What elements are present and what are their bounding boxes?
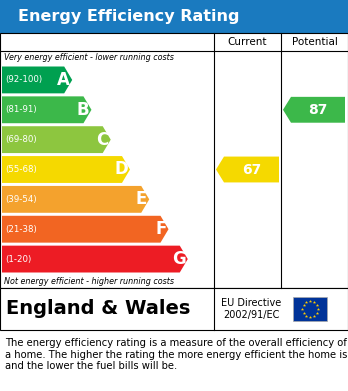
- Polygon shape: [2, 96, 92, 123]
- Bar: [0, 33, 348, 288]
- Text: C: C: [96, 131, 109, 149]
- Text: 67: 67: [242, 163, 261, 176]
- Polygon shape: [2, 156, 130, 183]
- Text: E: E: [136, 190, 147, 208]
- Text: The energy efficiency rating is a measure of the overall efficiency of a home. T: The energy efficiency rating is a measur…: [5, 338, 347, 371]
- Text: Very energy efficient - lower running costs: Very energy efficient - lower running co…: [4, 54, 174, 63]
- Text: Not energy efficient - higher running costs: Not energy efficient - higher running co…: [4, 276, 174, 285]
- Polygon shape: [2, 186, 149, 213]
- Polygon shape: [2, 216, 168, 243]
- Polygon shape: [283, 97, 345, 123]
- Text: B: B: [77, 101, 89, 119]
- Bar: [0, 288, 348, 330]
- Bar: [293, 297, 327, 321]
- Text: (1-20): (1-20): [5, 255, 31, 264]
- Polygon shape: [2, 246, 188, 273]
- Text: EU Directive
2002/91/EC: EU Directive 2002/91/EC: [221, 298, 282, 320]
- Text: Energy Efficiency Rating: Energy Efficiency Rating: [18, 9, 239, 24]
- Text: D: D: [114, 160, 128, 179]
- Text: A: A: [57, 71, 70, 89]
- Polygon shape: [2, 126, 111, 153]
- Text: (55-68): (55-68): [5, 165, 37, 174]
- Text: (69-80): (69-80): [5, 135, 37, 144]
- Text: England & Wales: England & Wales: [6, 300, 190, 319]
- Text: (39-54): (39-54): [5, 195, 37, 204]
- Text: F: F: [155, 220, 166, 238]
- Text: (81-91): (81-91): [5, 105, 37, 114]
- Text: (21-38): (21-38): [5, 225, 37, 234]
- Text: Potential: Potential: [292, 37, 338, 47]
- Polygon shape: [2, 66, 72, 93]
- Text: 87: 87: [308, 103, 328, 117]
- Polygon shape: [216, 156, 279, 183]
- Text: (92-100): (92-100): [5, 75, 42, 84]
- Text: Current: Current: [228, 37, 267, 47]
- Text: G: G: [172, 250, 186, 268]
- Bar: [0, 0, 348, 33]
